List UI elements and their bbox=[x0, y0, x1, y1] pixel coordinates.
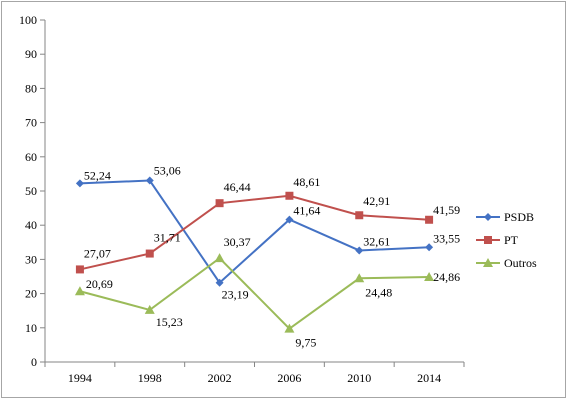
x-tick-label: 2014 bbox=[417, 371, 441, 385]
y-axis-ticks: 0 10 20 30 40 50 60 70 80 90 100 bbox=[19, 13, 45, 369]
legend-label-pt: PT bbox=[504, 233, 519, 247]
y-tick-label: 60 bbox=[25, 150, 37, 164]
data-label-outros: 24,86 bbox=[433, 270, 460, 284]
legend-marker-outros bbox=[483, 258, 493, 267]
data-point-psdb bbox=[425, 243, 434, 252]
x-tick-label: 2006 bbox=[277, 371, 301, 385]
data-point-pt bbox=[425, 215, 434, 224]
data-label-psdb: 33,55 bbox=[433, 231, 460, 245]
data-label-pt: 31,71 bbox=[154, 231, 181, 245]
data-point-pt bbox=[145, 249, 154, 258]
x-tick-label: 2010 bbox=[347, 371, 371, 385]
data-label-psdb: 41,64 bbox=[293, 204, 320, 218]
x-axis-ticks: 1994 1998 2002 2006 2010 2014 bbox=[44, 362, 465, 385]
axes bbox=[44, 20, 464, 363]
data-point-psdb bbox=[215, 278, 224, 287]
data-label-outros: 30,37 bbox=[224, 235, 251, 249]
data-label-psdb: 52,24 bbox=[84, 168, 111, 182]
y-tick-label: 80 bbox=[25, 81, 37, 95]
y-tick-label: 100 bbox=[19, 13, 37, 27]
data-label-psdb: 53,06 bbox=[154, 164, 181, 178]
data-point-outros bbox=[354, 273, 365, 283]
series-group bbox=[74, 176, 435, 333]
data-point-outros bbox=[144, 304, 155, 314]
data-point-outros bbox=[214, 253, 225, 263]
y-tick-label: 70 bbox=[25, 116, 37, 130]
data-labels: 52,24 53,06 23,19 41,64 32,61 33,55 27,07 31,71… bbox=[84, 164, 460, 350]
legend-label-outros: Outros bbox=[504, 256, 537, 270]
data-point-outros bbox=[284, 323, 295, 333]
data-point-psdb bbox=[355, 246, 364, 255]
data-point-outros bbox=[424, 271, 435, 281]
y-tick-label: 50 bbox=[25, 184, 37, 198]
data-label-psdb: 32,61 bbox=[363, 234, 390, 248]
data-point-pt bbox=[75, 265, 84, 274]
data-label-outros: 15,23 bbox=[156, 315, 183, 329]
data-label-outros: 24,48 bbox=[365, 285, 392, 299]
y-tick-label: 0 bbox=[31, 355, 37, 369]
data-label-pt: 27,07 bbox=[84, 246, 111, 260]
data-label-outros: 20,69 bbox=[86, 277, 113, 291]
x-tick-label: 1998 bbox=[138, 371, 162, 385]
data-point-psdb bbox=[145, 176, 154, 185]
data-label-pt: 46,44 bbox=[224, 180, 251, 194]
y-tick-label: 40 bbox=[25, 218, 37, 232]
data-point-psdb bbox=[75, 179, 84, 188]
legend: PSDB PT Outros bbox=[476, 210, 537, 270]
data-point-pt bbox=[285, 191, 294, 200]
y-tick-label: 20 bbox=[25, 287, 37, 301]
legend-label-psdb: PSDB bbox=[504, 210, 534, 224]
legend-marker-psdb bbox=[484, 213, 492, 221]
x-tick-label: 2002 bbox=[208, 371, 232, 385]
data-point-pt bbox=[215, 199, 224, 208]
data-label-outros: 9,75 bbox=[295, 336, 316, 350]
legend-marker-pt bbox=[484, 236, 492, 244]
data-point-outros bbox=[74, 286, 85, 296]
y-tick-label: 30 bbox=[25, 252, 37, 266]
y-tick-label: 90 bbox=[25, 47, 37, 61]
data-label-pt: 41,59 bbox=[433, 203, 460, 217]
data-label-psdb: 23,19 bbox=[222, 288, 249, 302]
data-label-pt: 42,91 bbox=[363, 194, 390, 208]
data-point-psdb bbox=[285, 215, 294, 224]
series-line-pt bbox=[79, 194, 430, 271]
data-point-pt bbox=[355, 211, 364, 220]
series-line-psdb bbox=[79, 179, 430, 285]
y-tick-label: 10 bbox=[25, 321, 37, 335]
x-tick-label: 1994 bbox=[68, 371, 92, 385]
series-line-outros bbox=[79, 256, 430, 330]
data-label-pt: 48,61 bbox=[293, 175, 320, 189]
